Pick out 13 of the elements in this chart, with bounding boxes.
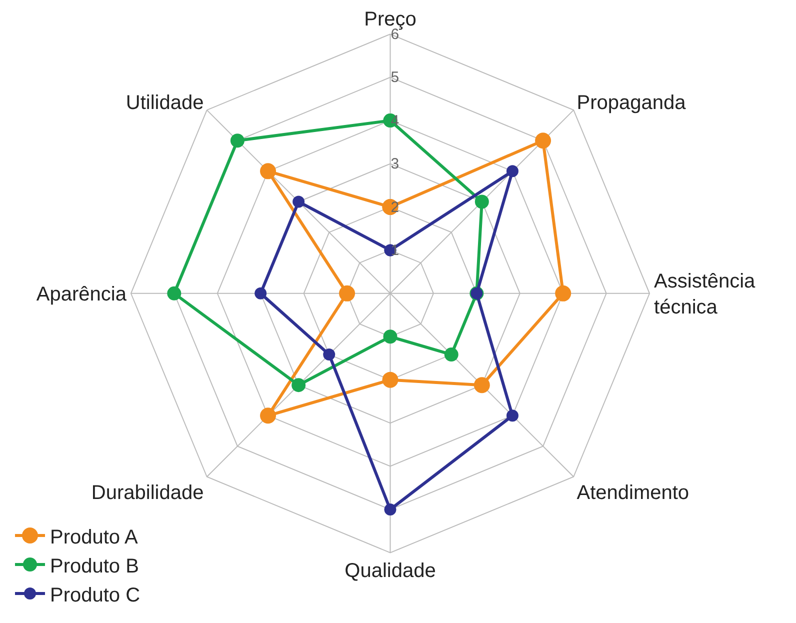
legend-label: Produto B (50, 555, 139, 578)
spoke-label: Qualidade (344, 560, 436, 582)
y-tick-label: 3 (390, 156, 400, 173)
y-tick-label: 2 (390, 198, 400, 216)
spoke-label: Atendimento (576, 482, 690, 504)
legend-label: Produto A (50, 526, 138, 548)
spoke-label: Propaganda (576, 92, 687, 114)
spoke-label: Aparência (36, 283, 128, 306)
spoke-label: Utilidade (126, 92, 204, 114)
legend-label: Produto C (50, 584, 140, 606)
spoke-label: Durabilidade (91, 482, 204, 504)
y-tick-label: 5 (390, 69, 400, 86)
spoke-label: Assistência técnica (654, 270, 756, 318)
